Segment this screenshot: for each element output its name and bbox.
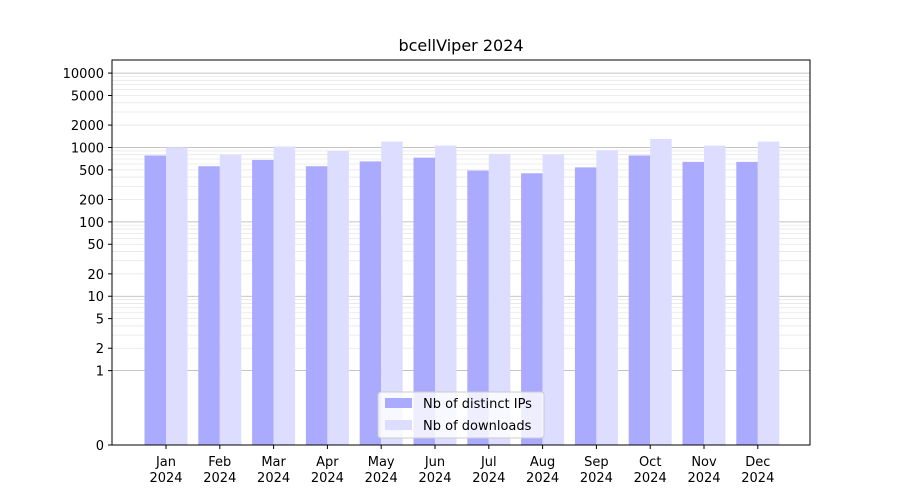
x-tick-label-month: Oct (639, 455, 661, 470)
bar (252, 159, 274, 445)
x-tick-label-year: 2024 (472, 471, 505, 486)
y-tick-label: 2 (96, 342, 104, 357)
x-tick-label-year: 2024 (687, 471, 720, 486)
plot-frame (111, 59, 811, 446)
bar (628, 155, 651, 445)
axes: 012510205010020050010002000500010000Jan2… (63, 67, 775, 486)
legend: Nb of distinct IPs Nb of downloads (377, 391, 545, 439)
bar (757, 141, 780, 445)
x-tick-label-month: Sep (584, 455, 609, 470)
x-tick-label-year: 2024 (741, 471, 774, 486)
x-tick-label-month: Apr (316, 455, 339, 470)
x-tick-label-year: 2024 (418, 471, 451, 486)
bar (327, 150, 349, 446)
bar (542, 154, 565, 445)
x-tick-label-year: 2024 (257, 471, 290, 486)
bar (273, 146, 296, 445)
y-tick-label: 0 (96, 439, 104, 454)
x-tick-label-month: Jan (155, 455, 176, 470)
chart-title: bcellViper 2024 (398, 36, 523, 55)
x-tick-label-month: Mar (261, 455, 286, 470)
bar (650, 139, 672, 445)
y-tick-label: 1000 (71, 141, 104, 156)
bar (219, 154, 242, 445)
y-tick-label: 1 (96, 365, 104, 380)
y-tick-label: 5000 (71, 89, 104, 104)
x-tick-label-year: 2024 (365, 471, 398, 486)
bar (144, 155, 166, 445)
x-tick-label-year: 2024 (580, 471, 613, 486)
bar (413, 157, 435, 446)
legend-label-ips: Nb of distinct IPs (423, 397, 532, 412)
x-tick-label-year: 2024 (149, 471, 182, 486)
bar (682, 161, 704, 445)
bar (596, 150, 618, 445)
y-tick-label: 50 (87, 238, 104, 253)
legend-swatch-downloads (385, 420, 412, 430)
bar (736, 161, 758, 445)
y-tick-label: 100 (79, 216, 104, 231)
x-tick-label-year: 2024 (526, 471, 559, 486)
y-tick-label: 20 (87, 268, 104, 283)
x-tick-label-year: 2024 (203, 471, 236, 486)
y-tick-label: 500 (79, 164, 104, 179)
x-tick-label-year: 2024 (634, 471, 667, 486)
legend-label-downloads: Nb of downloads (423, 419, 532, 434)
x-tick-label-month: Jul (480, 455, 497, 470)
y-tick-label: 10000 (63, 67, 104, 82)
bar (521, 173, 543, 445)
bar (488, 153, 511, 445)
bar (359, 161, 382, 445)
y-tick-label: 10 (87, 290, 104, 305)
x-tick-label-month: Jun (424, 455, 445, 470)
x-tick-label-month: Dec (745, 455, 770, 470)
x-tick-label-month: Feb (208, 455, 231, 470)
bar (704, 145, 726, 445)
bar (467, 170, 489, 445)
legend-box (377, 391, 545, 439)
x-tick-label-month: Nov (691, 455, 717, 470)
bars (144, 139, 780, 446)
y-tick-label: 2000 (71, 119, 104, 134)
y-tick-label: 200 (79, 193, 104, 208)
bar (166, 147, 188, 445)
legend-swatch-ips (385, 398, 412, 408)
x-tick-label-month: May (368, 455, 395, 470)
x-tick-label-year: 2024 (311, 471, 344, 486)
bar (198, 166, 220, 446)
bar (574, 167, 597, 445)
bar (381, 141, 403, 445)
x-tick-label-month: Aug (530, 455, 555, 470)
bar (435, 145, 457, 445)
y-tick-label: 5 (96, 313, 104, 328)
bar (305, 166, 328, 446)
